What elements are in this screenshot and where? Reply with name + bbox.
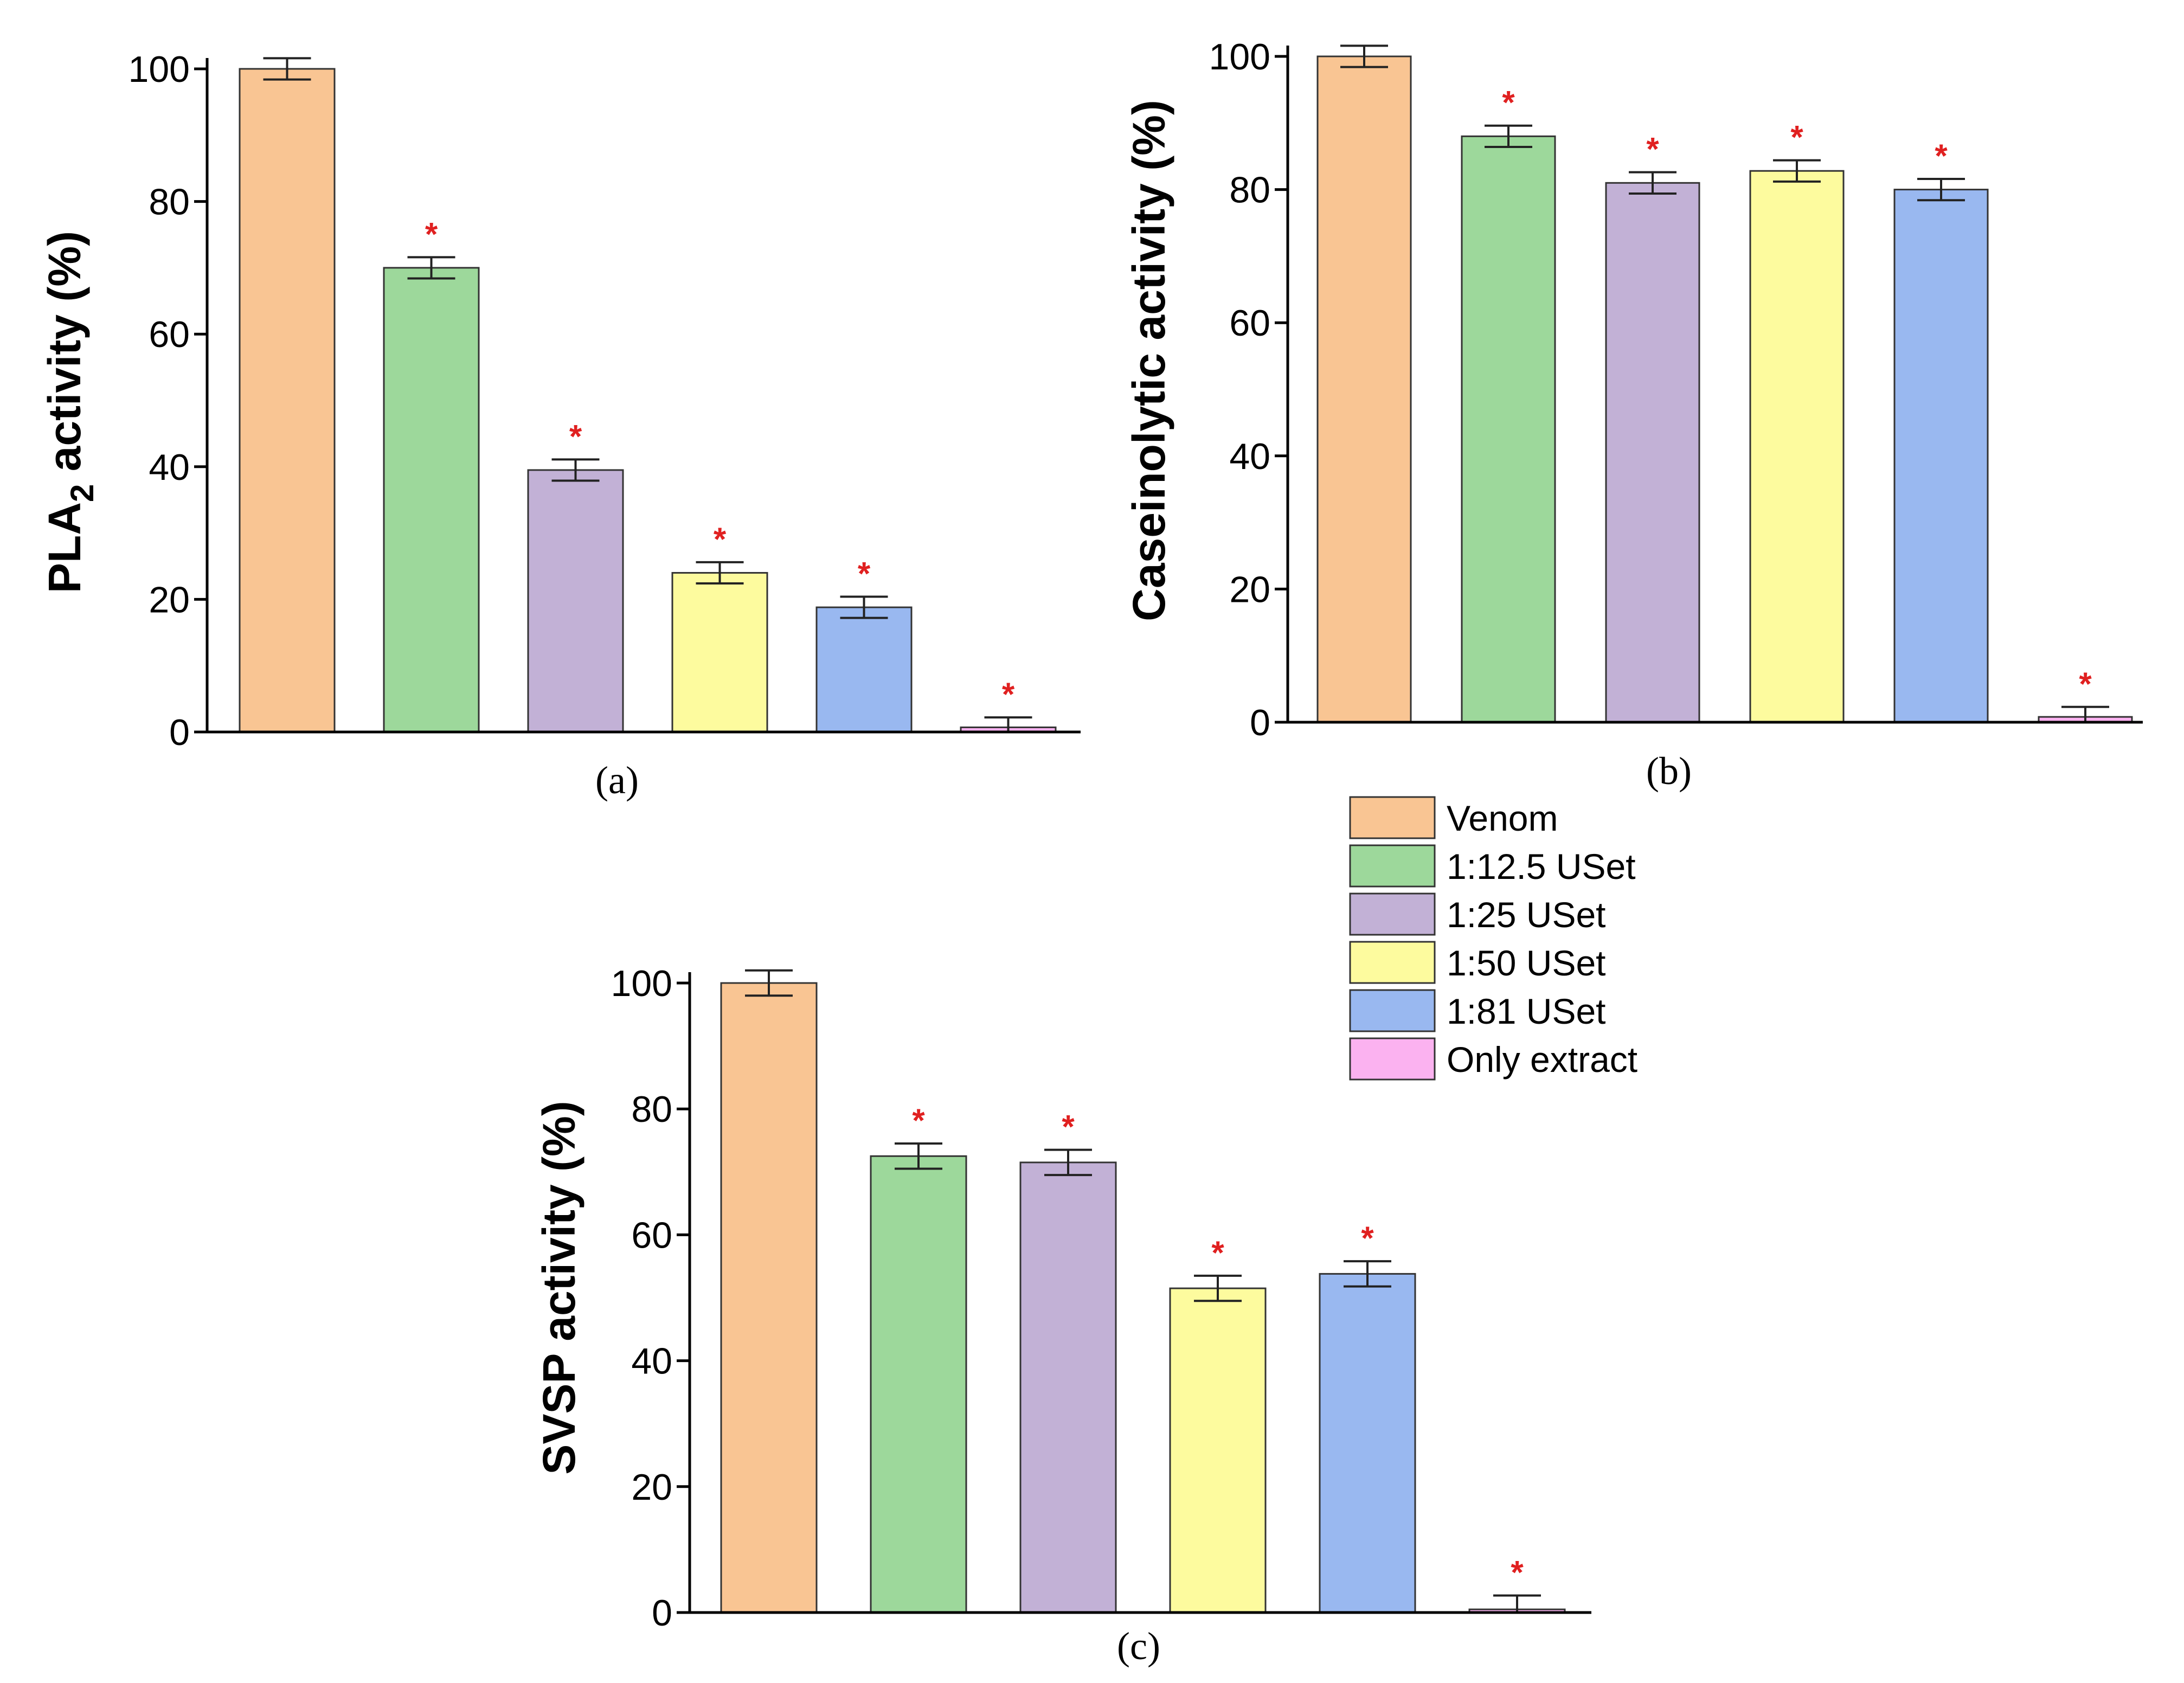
panel-a-errorbar-1-12-5-uset: [407, 256, 455, 280]
panel-a-significance-1-81-uset: *: [858, 556, 871, 592]
panel-b-ytick-label-40: 40: [1229, 436, 1270, 477]
panel-b-bar-1-25-uset: [1605, 182, 1700, 723]
legend-swatch-1-25-uset: [1349, 892, 1436, 936]
panel-c-caption: (c): [1117, 1624, 1160, 1668]
panel-a-ytick-label-40: 40: [149, 447, 190, 488]
panel-c-ytick-label-100: 100: [611, 963, 672, 1004]
panel-b-ytick-label-0: 0: [1250, 702, 1270, 743]
legend-label-venom: Venom: [1447, 798, 1558, 838]
panel-b-bar-1-50-uset: [1749, 170, 1845, 723]
panel-c-bar-1-12-5-uset: [870, 1155, 967, 1614]
panel-a-caption: (a): [595, 759, 639, 802]
panel-b-caption: (b): [1646, 749, 1692, 793]
panel-c-ylabel: SVSP activity (%): [534, 1101, 584, 1474]
panel-c-ytick-label-80: 80: [631, 1089, 672, 1130]
panel-b-errorbar-venom: [1340, 44, 1388, 68]
panel-b: Caseinolytic activity (%) (b) * * * * * 0 20 40…: [1123, 36, 2143, 793]
panel-c-bar-1-81-uset: [1319, 1273, 1416, 1614]
panel-a-ytick-label-100: 100: [129, 49, 190, 90]
panel-c-significance-1-25-uset: *: [1062, 1109, 1075, 1145]
panel-a-bar-1-12-5-uset: [383, 267, 480, 733]
panel-a-errorbar-1-81-uset: [840, 595, 888, 619]
panel-a-significance-1-25-uset: *: [569, 418, 582, 454]
panel-c-significance-1-50-uset: *: [1211, 1235, 1224, 1271]
panel-b-significance-1-25-uset: *: [1646, 131, 1659, 168]
panel-c-ytick-label-60: 60: [631, 1215, 672, 1256]
panel-a-bar-1-25-uset: [527, 469, 624, 733]
panel-a-significance-1-50-uset: *: [714, 521, 727, 557]
panel-c-bar-venom: [720, 982, 818, 1614]
panel-b-ylabel: Caseinolytic activity (%): [1123, 100, 1174, 621]
panel-c-bar-1-25-uset: [1019, 1161, 1117, 1614]
panel-a-ytick-label-0: 0: [169, 712, 190, 753]
panel-c-errorbar-1-25-uset: [1044, 1148, 1092, 1177]
panel-b-errorbar-1-81-uset: [1917, 177, 1965, 202]
legend-label-1-12-5-uset: 1:12.5 USet: [1447, 846, 1636, 887]
panel-c-bar-1-50-uset: [1169, 1287, 1267, 1614]
legend-label-1-50-uset: 1:50 USet: [1447, 943, 1606, 983]
panel-b-errorbar-1-12-5-uset: [1485, 124, 1532, 149]
legend: Venom 1:12.5 USet 1:25 USet 1:50 USet 1:…: [1349, 796, 1637, 1081]
panel-c-errorbar-1-12-5-uset: [895, 1142, 942, 1170]
panel-b-bar-1-12-5-uset: [1461, 135, 1556, 723]
panel-a-significance-1-12-5-uset: *: [425, 216, 438, 252]
panel-b-errorbar-1-25-uset: [1629, 171, 1676, 195]
panel-a-ytick-label-20: 20: [149, 579, 190, 620]
panel-a-significance-only-extract: *: [1002, 676, 1015, 712]
panel-b-significance-1-81-uset: *: [1935, 138, 1948, 174]
panel-c-errorbar-venom: [745, 969, 793, 997]
legend-swatch-only-extract: [1349, 1037, 1436, 1081]
panel-a-bar-venom: [239, 68, 336, 733]
panel-a-ylabel: PLA2 activity (%): [39, 231, 100, 593]
panel-c-ytick-label-0: 0: [652, 1592, 672, 1634]
panel-b-ytick-label-20: 20: [1229, 569, 1270, 610]
panel-b-significance-1-12-5-uset: *: [1502, 85, 1515, 121]
panel-b-significance-1-50-uset: *: [1790, 119, 1803, 156]
legend-label-1-81-uset: 1:81 USet: [1447, 991, 1606, 1031]
legend-swatch-1-50-uset: [1349, 941, 1436, 984]
legend-label-only-extract: Only extract: [1447, 1039, 1637, 1080]
panel-a-bar-1-81-uset: [815, 606, 913, 733]
panel-c: SVSP activity (%) (c) * * * * * 0 20 40 60 80 100: [534, 963, 1591, 1668]
panel-b-errorbar-1-50-uset: [1773, 159, 1821, 183]
legend-label-1-25-uset: 1:25 USet: [1447, 895, 1606, 935]
panel-c-significance-1-12-5-uset: *: [912, 1102, 925, 1139]
legend-swatch-venom: [1349, 796, 1436, 839]
legend-swatch-1-12-5-uset: [1349, 844, 1436, 888]
panel-b-ytick-label-100: 100: [1209, 36, 1270, 78]
panel-c-ytick-label-40: 40: [631, 1341, 672, 1382]
panel-c-significance-only-extract: *: [1511, 1554, 1524, 1591]
panel-b-ytick-label-80: 80: [1229, 170, 1270, 211]
panel-a-errorbar-1-50-uset: [696, 561, 744, 585]
panel-a: PLA2 activity (%) (a) * * * * * 0 20 40 60 80 100: [39, 49, 1081, 802]
panel-b-bar-venom: [1316, 55, 1412, 723]
panel-a-ytick-label-80: 80: [149, 182, 190, 223]
panel-a-bar-1-50-uset: [671, 571, 768, 733]
panel-b-significance-only-extract: *: [2079, 666, 2092, 702]
legend-swatch-1-81-uset: [1349, 989, 1436, 1032]
panel-a-errorbar-1-25-uset: [551, 458, 600, 482]
panel-a-errorbar-venom: [263, 57, 311, 81]
panel-b-ytick-label-60: 60: [1229, 303, 1270, 344]
panel-c-errorbar-1-50-uset: [1194, 1274, 1242, 1302]
panel-c-significance-1-81-uset: *: [1361, 1220, 1374, 1256]
panel-a-ytick-label-60: 60: [149, 314, 190, 355]
panel-b-bar-1-81-uset: [1893, 189, 1989, 723]
panel-c-errorbar-1-81-uset: [1344, 1260, 1391, 1288]
panel-c-ytick-label-20: 20: [631, 1467, 672, 1508]
